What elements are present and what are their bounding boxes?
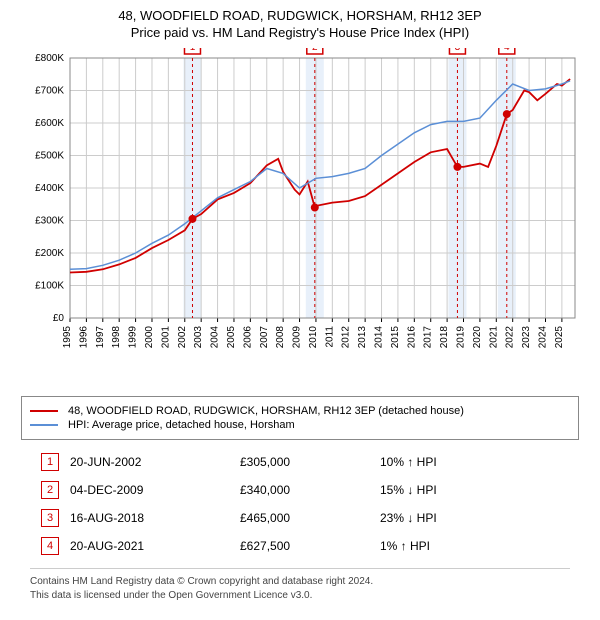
svg-text:2007: 2007 <box>259 326 270 349</box>
svg-text:£800K: £800K <box>35 53 64 64</box>
svg-text:3: 3 <box>455 48 461 53</box>
svg-text:£700K: £700K <box>35 86 64 97</box>
svg-text:2019: 2019 <box>456 326 467 349</box>
sale-price: £465,000 <box>240 511 380 525</box>
svg-text:1995: 1995 <box>62 326 73 349</box>
sale-marker: 1 <box>41 453 59 471</box>
legend: 48, WOODFIELD ROAD, RUDGWICK, HORSHAM, R… <box>21 396 579 440</box>
legend-label: HPI: Average price, detached house, Hors… <box>68 419 295 431</box>
svg-text:£400K: £400K <box>35 183 64 194</box>
svg-text:2020: 2020 <box>472 326 483 349</box>
svg-text:2022: 2022 <box>505 326 516 349</box>
sale-delta: 23% ↓ HPI <box>380 511 500 525</box>
svg-text:2008: 2008 <box>275 326 286 349</box>
svg-text:2010: 2010 <box>308 326 319 349</box>
sale-delta: 10% ↑ HPI <box>380 455 500 469</box>
svg-text:2002: 2002 <box>177 326 188 349</box>
svg-text:1998: 1998 <box>111 326 122 349</box>
svg-text:2021: 2021 <box>488 326 499 349</box>
sale-marker: 3 <box>41 509 59 527</box>
svg-text:2001: 2001 <box>160 326 171 349</box>
svg-text:2025: 2025 <box>554 326 565 349</box>
svg-text:1996: 1996 <box>78 326 89 349</box>
svg-text:2023: 2023 <box>521 326 532 349</box>
title-address: 48, WOODFIELD ROAD, RUDGWICK, HORSHAM, R… <box>12 8 588 23</box>
sales-table: 1 20-JUN-2002 £305,000 10% ↑ HPI 2 04-DE… <box>30 448 570 560</box>
footer: Contains HM Land Registry data © Crown c… <box>30 568 570 603</box>
svg-text:2016: 2016 <box>406 326 417 349</box>
svg-text:2: 2 <box>312 48 318 53</box>
sale-price: £305,000 <box>240 455 380 469</box>
sale-delta: 15% ↓ HPI <box>380 483 500 497</box>
svg-text:2017: 2017 <box>423 326 434 349</box>
svg-text:2009: 2009 <box>292 326 303 349</box>
legend-row: 48, WOODFIELD ROAD, RUDGWICK, HORSHAM, R… <box>30 405 570 417</box>
svg-text:2004: 2004 <box>210 326 221 349</box>
sale-marker: 2 <box>41 481 59 499</box>
marker-cell: 2 <box>30 481 70 499</box>
svg-text:1: 1 <box>190 48 196 53</box>
svg-text:£300K: £300K <box>35 216 64 227</box>
sale-price: £627,500 <box>240 539 380 553</box>
svg-text:4: 4 <box>504 48 510 53</box>
footer-line: This data is licensed under the Open Gov… <box>30 589 570 603</box>
sale-marker: 4 <box>41 537 59 555</box>
legend-swatch <box>30 424 58 426</box>
sale-row: 3 16-AUG-2018 £465,000 23% ↓ HPI <box>30 504 570 532</box>
svg-text:2005: 2005 <box>226 326 237 349</box>
svg-text:2000: 2000 <box>144 326 155 349</box>
sale-row: 4 20-AUG-2021 £627,500 1% ↑ HPI <box>30 532 570 560</box>
marker-cell: 3 <box>30 509 70 527</box>
svg-text:£500K: £500K <box>35 151 64 162</box>
svg-text:2012: 2012 <box>341 326 352 349</box>
svg-text:2015: 2015 <box>390 326 401 349</box>
svg-text:£200K: £200K <box>35 248 64 259</box>
chart-container: 48, WOODFIELD ROAD, RUDGWICK, HORSHAM, R… <box>0 0 600 611</box>
svg-text:£100K: £100K <box>35 281 64 292</box>
svg-text:2013: 2013 <box>357 326 368 349</box>
sale-date: 16-AUG-2018 <box>70 511 240 525</box>
legend-swatch <box>30 410 58 412</box>
legend-label: 48, WOODFIELD ROAD, RUDGWICK, HORSHAM, R… <box>68 405 464 417</box>
svg-text:2006: 2006 <box>242 326 253 349</box>
sale-delta: 1% ↑ HPI <box>380 539 500 553</box>
line-chart: £0 £100K £200K £300K £400K £500K £600K £700K £80… <box>20 48 580 388</box>
marker-cell: 1 <box>30 453 70 471</box>
svg-text:£0: £0 <box>53 313 65 324</box>
title-block: 48, WOODFIELD ROAD, RUDGWICK, HORSHAM, R… <box>12 8 588 40</box>
svg-text:2018: 2018 <box>439 326 450 349</box>
svg-text:£600K: £600K <box>35 118 64 129</box>
svg-text:2003: 2003 <box>193 326 204 349</box>
sale-date: 20-JUN-2002 <box>70 455 240 469</box>
sale-row: 1 20-JUN-2002 £305,000 10% ↑ HPI <box>30 448 570 476</box>
svg-text:1997: 1997 <box>95 326 106 349</box>
sale-row: 2 04-DEC-2009 £340,000 15% ↓ HPI <box>30 476 570 504</box>
footer-line: Contains HM Land Registry data © Crown c… <box>30 575 570 589</box>
sale-price: £340,000 <box>240 483 380 497</box>
sale-date: 20-AUG-2021 <box>70 539 240 553</box>
legend-row: HPI: Average price, detached house, Hors… <box>30 419 570 431</box>
svg-text:2011: 2011 <box>324 326 335 348</box>
svg-text:2014: 2014 <box>374 326 385 349</box>
marker-cell: 4 <box>30 537 70 555</box>
svg-text:1999: 1999 <box>128 326 139 349</box>
svg-text:2024: 2024 <box>537 326 548 349</box>
title-subtitle: Price paid vs. HM Land Registry's House … <box>12 25 588 40</box>
sale-date: 04-DEC-2009 <box>70 483 240 497</box>
